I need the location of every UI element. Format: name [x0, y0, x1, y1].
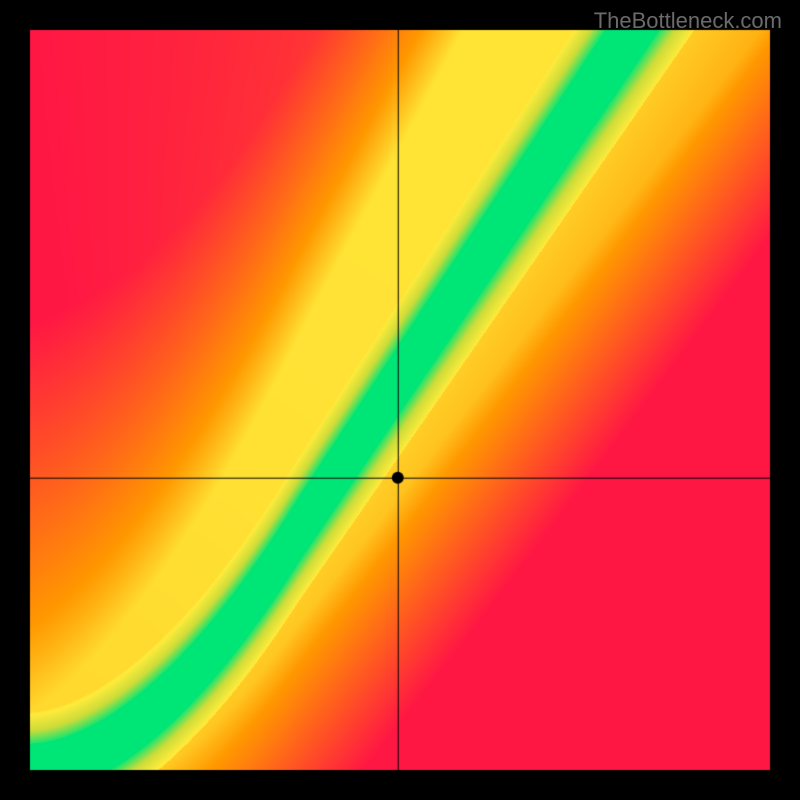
bottleneck-heatmap-container: TheBottleneck.com — [0, 0, 800, 800]
heatmap-canvas — [0, 0, 800, 800]
watermark-text: TheBottleneck.com — [594, 8, 782, 34]
